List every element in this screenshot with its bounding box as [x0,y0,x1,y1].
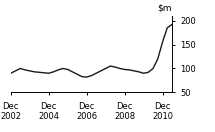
Text: Dec: Dec [40,102,57,111]
Text: 2006: 2006 [76,112,97,121]
Text: Dec: Dec [116,102,133,111]
Text: 2004: 2004 [38,112,59,121]
Text: Dec: Dec [154,102,171,111]
Text: 2008: 2008 [114,112,135,121]
Text: $m: $m [158,4,172,13]
Text: Dec: Dec [3,102,19,111]
Text: Dec: Dec [78,102,95,111]
Text: 2002: 2002 [0,112,21,121]
Text: 2010: 2010 [152,112,173,121]
